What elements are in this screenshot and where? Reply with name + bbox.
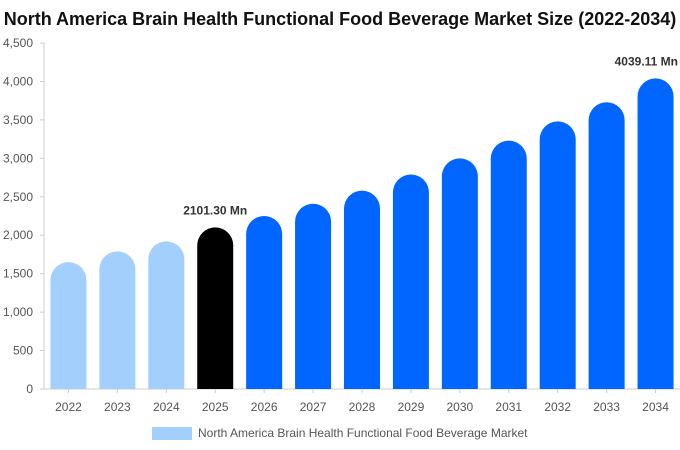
bar-2030[interactable]	[441, 158, 478, 389]
y-tick-label: 4,000	[3, 74, 33, 88]
chart-legend[interactable]: North America Brain Health Functional Fo…	[152, 426, 528, 440]
legend-swatch[interactable]	[152, 427, 192, 440]
x-tick-label-2025: 2025	[202, 400, 229, 414]
x-tick-label-2031: 2031	[495, 400, 522, 414]
y-tick-label: 3,500	[3, 113, 33, 127]
x-tick-label-2032: 2032	[544, 400, 571, 414]
legend-label[interactable]: North America Brain Health Functional Fo…	[198, 426, 528, 440]
bar-2027[interactable]	[295, 203, 332, 389]
bar-2033[interactable]	[588, 102, 625, 390]
bar-2032[interactable]	[539, 121, 576, 389]
chart-axes: 0 500 1,000 1,500 2,000 2,500 3,000 3,500 4,000 4…	[3, 36, 680, 414]
bar-2024[interactable]	[148, 241, 185, 389]
x-tick-label-2022: 2022	[55, 400, 82, 414]
x-tick-label-2026: 2026	[251, 400, 278, 414]
bar-2031[interactable]	[490, 140, 527, 389]
bar-2022[interactable]	[50, 262, 87, 389]
chart-data-labels: 2101.30 Mn 4039.11 Mn	[183, 54, 678, 217]
bar-2026[interactable]	[246, 216, 283, 389]
x-tick-label-2028: 2028	[349, 400, 376, 414]
bar-2025[interactable]	[197, 227, 234, 389]
x-tick-label-2024: 2024	[153, 400, 180, 414]
x-tick-label-2027: 2027	[300, 400, 327, 414]
bar-2034[interactable]	[637, 78, 674, 389]
data-label-2034: 4039.11 Mn	[615, 54, 678, 68]
y-tick-label: 1,000	[3, 305, 33, 319]
bar-2029[interactable]	[392, 174, 429, 389]
y-tick-label: 0	[26, 382, 33, 396]
bar-2023[interactable]	[99, 251, 136, 389]
y-tick-label: 3,000	[3, 151, 33, 165]
x-tick-label-2030: 2030	[446, 400, 473, 414]
x-tick-label-2034: 2034	[642, 400, 669, 414]
y-tick-label: 4,500	[3, 36, 33, 50]
y-tick-label: 2,500	[3, 190, 33, 204]
x-tick-label-2029: 2029	[398, 400, 425, 414]
y-tick-label: 500	[13, 344, 33, 358]
y-tick-label: 2,000	[3, 228, 33, 242]
data-label-2025: 2101.30 Mn	[183, 203, 247, 217]
x-tick-label-2023: 2023	[104, 400, 131, 414]
chart-title: North America Brain Health Functional Fo…	[3, 9, 677, 29]
x-tick-label-2033: 2033	[593, 400, 620, 414]
bar-2028[interactable]	[344, 190, 380, 389]
chart-bars	[50, 78, 674, 390]
y-tick-label: 1,500	[3, 267, 33, 281]
